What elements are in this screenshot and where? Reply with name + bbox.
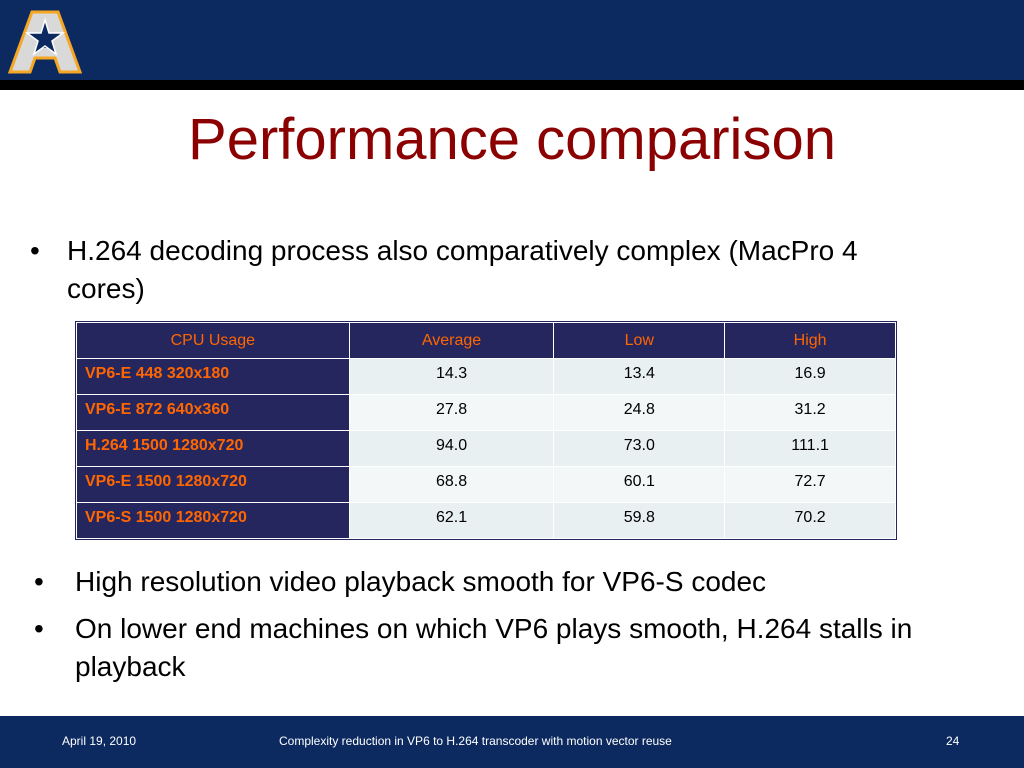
header-low: Low <box>553 322 726 359</box>
top-bullet-text: H.264 decoding process also comparativel… <box>67 235 858 304</box>
footer-date: April 19, 2010 <box>62 734 137 748</box>
cell-low: 59.8 <box>553 502 726 539</box>
header-high: High <box>724 322 896 359</box>
bullet-text: On lower end machines on which VP6 plays… <box>75 613 913 682</box>
cell-high: 16.9 <box>724 358 896 395</box>
cell-average: 94.0 <box>348 430 555 467</box>
list-item: • On lower end machines on which VP6 pla… <box>34 610 994 686</box>
footer-title: Complexity reduction in VP6 to H.264 tra… <box>279 734 672 748</box>
cell-low: 24.8 <box>553 394 726 431</box>
top-header-band <box>0 0 1024 80</box>
uta-a-star-logo-icon <box>8 10 82 74</box>
header-cpu-usage: CPU Usage <box>76 322 350 359</box>
bullet-text: High resolution video playback smooth fo… <box>75 566 767 597</box>
bottom-bullet-list: • High resolution video playback smooth … <box>34 563 994 695</box>
table-row: VP6-E 872 640x360 27.8 24.8 31.2 <box>76 394 896 431</box>
cell-average: 62.1 <box>348 502 555 539</box>
table-header-row: CPU Usage Average Low High <box>76 322 896 359</box>
cell-high: 111.1 <box>724 430 896 467</box>
cell-average: 68.8 <box>348 466 555 503</box>
table-row: H.264 1500 1280x720 94.0 73.0 111.1 <box>76 430 896 467</box>
cell-low: 60.1 <box>553 466 726 503</box>
header-divider <box>0 80 1024 90</box>
cell-low: 13.4 <box>553 358 726 395</box>
table-row: VP6-S 1500 1280x720 62.1 59.8 70.2 <box>76 502 896 539</box>
cell-high: 72.7 <box>724 466 896 503</box>
cell-high: 70.2 <box>724 502 896 539</box>
footer-band <box>0 716 1024 768</box>
table-row: VP6-E 448 320x180 14.3 13.4 16.9 <box>76 358 896 395</box>
bullet-marker: • <box>34 566 44 597</box>
list-item: • High resolution video playback smooth … <box>34 563 994 601</box>
row-label: VP6-E 1500 1280x720 <box>76 466 350 503</box>
bullet-marker: • <box>30 235 40 266</box>
row-label: H.264 1500 1280x720 <box>76 430 350 467</box>
row-label: VP6-E 448 320x180 <box>76 358 350 395</box>
cpu-usage-table: CPU Usage Average Low High VP6-E 448 320… <box>75 321 897 540</box>
row-label: VP6-E 872 640x360 <box>76 394 350 431</box>
slide-number: 24 <box>946 734 960 748</box>
bullet-marker: • <box>34 613 44 644</box>
row-label: VP6-S 1500 1280x720 <box>76 502 350 539</box>
slide-title: Performance comparison <box>188 107 836 172</box>
cell-average: 27.8 <box>348 394 555 431</box>
cell-low: 73.0 <box>553 430 726 467</box>
cell-average: 14.3 <box>348 358 555 395</box>
header-average: Average <box>348 322 555 359</box>
table-row: VP6-E 1500 1280x720 68.8 60.1 72.7 <box>76 466 896 503</box>
cell-high: 31.2 <box>724 394 896 431</box>
